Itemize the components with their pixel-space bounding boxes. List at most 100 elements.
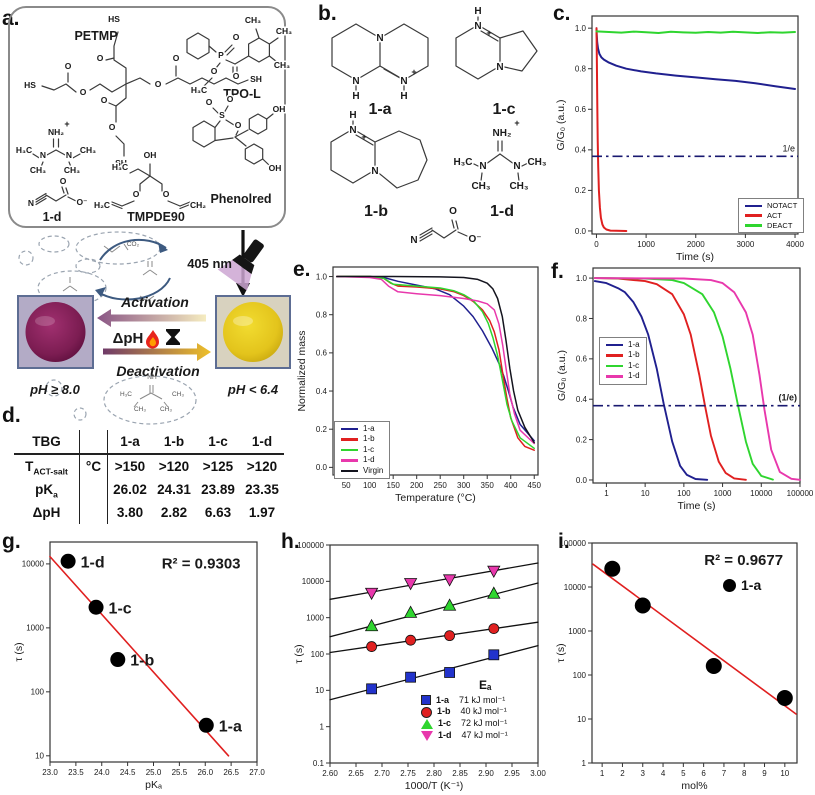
svg-text:1000: 1000	[26, 624, 44, 633]
svg-text:G/G₀ (a.u.): G/G₀ (a.u.)	[555, 99, 567, 150]
svg-text:CO₂: CO₂	[127, 241, 140, 248]
line-swatch	[606, 344, 623, 347]
panel-e-legend: 1-a 1-b 1-c 1-d Virgin	[334, 421, 391, 479]
legend-entry: 1-d 47 kJ mol⁻¹	[421, 730, 508, 742]
svg-text:HS: HS	[108, 14, 120, 24]
legend-label: 1-a	[628, 340, 640, 349]
svg-text:O: O	[65, 61, 72, 71]
svg-text:1: 1	[320, 722, 325, 731]
svg-text:CH₃: CH₃	[509, 181, 528, 192]
svg-text:10: 10	[315, 686, 324, 695]
activation-arrow	[97, 309, 206, 327]
legend-value: 40 kJ mol⁻¹	[460, 706, 507, 717]
legend-value: 72 kJ mol⁻¹	[461, 717, 508, 728]
table-cell	[80, 430, 108, 455]
svg-text:+: +	[361, 132, 366, 142]
table-cell	[80, 478, 108, 501]
svg-text:24.0: 24.0	[94, 768, 110, 777]
svg-text:NH₂: NH₂	[48, 127, 64, 137]
svg-text:CH₃: CH₃	[80, 145, 96, 155]
svg-text:N: N	[474, 21, 481, 32]
table-cell: 26.02	[113, 482, 147, 497]
svg-text:10000: 10000	[302, 577, 325, 586]
svg-text:O: O	[155, 79, 162, 89]
svg-text:pH ≥ 8.0: pH ≥ 8.0	[29, 382, 81, 397]
svg-text:1-b: 1-b	[130, 653, 154, 670]
legend-entry: 1-a	[341, 424, 383, 434]
svg-text:0.2: 0.2	[575, 186, 587, 195]
svg-text:H: H	[474, 6, 481, 17]
svg-text:0.8: 0.8	[316, 311, 328, 320]
svg-text:1000: 1000	[714, 489, 732, 498]
panel-label-d: d.	[2, 404, 21, 427]
svg-text:O: O	[235, 120, 242, 130]
svg-text:O: O	[133, 189, 140, 199]
svg-text:N: N	[376, 33, 383, 44]
svg-text:25.0: 25.0	[146, 768, 162, 777]
svg-text:26.0: 26.0	[197, 768, 213, 777]
svg-text:1-b: 1-b	[364, 203, 388, 220]
svg-text:NH: NH	[147, 374, 157, 381]
svg-text:0.4: 0.4	[576, 395, 588, 404]
svg-text:HS: HS	[24, 80, 36, 90]
tri-down-swatch	[421, 730, 433, 741]
table-cell: 2.82	[160, 505, 188, 520]
svg-text:23.0: 23.0	[42, 768, 58, 777]
petmp-structure	[41, 31, 249, 157]
legend-label: NOTACT	[767, 201, 798, 210]
svg-text:10: 10	[35, 752, 44, 761]
svg-text:1/e: 1/e	[782, 143, 795, 153]
circle-swatch	[421, 706, 432, 718]
legend-entry: 1-c	[606, 361, 640, 371]
legend-value: 71 kJ mol⁻¹	[459, 694, 506, 705]
table-cell: TACT-salt	[14, 455, 80, 478]
tbg-properties-table: TBG 1-a 1-b 1-c 1-d TACT-salt °C >150 >120 >125 >1…	[14, 430, 284, 524]
legend-label: Virgin	[363, 465, 384, 475]
svg-text:CH₃: CH₃	[134, 406, 146, 413]
line-swatch	[745, 214, 762, 217]
svg-text:0.0: 0.0	[316, 463, 328, 472]
svg-text:S: S	[219, 110, 225, 120]
svg-text:100: 100	[363, 481, 377, 490]
svg-text:O: O	[109, 122, 116, 132]
svg-text:CH₃: CH₃	[64, 165, 80, 175]
table-cell: °C	[80, 455, 108, 478]
svg-text:Time (s): Time (s)	[676, 251, 714, 263]
svg-text:N: N	[410, 235, 417, 246]
svg-text:0.6: 0.6	[576, 355, 588, 364]
svg-text:100: 100	[31, 688, 45, 697]
svg-text:9: 9	[762, 769, 767, 778]
svg-text:N: N	[371, 166, 378, 177]
table-cell: 23.35	[245, 482, 279, 497]
flashlight-icon	[217, 239, 264, 291]
relaxation-states-plot: 0 1000 2000 3000 4000 0.0 0.2 0.4 0.6 0.8 1.0 Time …	[555, 15, 804, 263]
legend-label: 1-b	[363, 434, 375, 444]
svg-text:Time (s): Time (s)	[677, 500, 715, 512]
svg-text:8: 8	[742, 769, 747, 778]
svg-text:2.80: 2.80	[426, 769, 442, 778]
panel-label-h: h.	[281, 530, 300, 553]
panel-i-legend: 1-a	[723, 576, 762, 595]
svg-text:1.0: 1.0	[575, 24, 587, 33]
table-cell: 6.63	[204, 505, 232, 520]
table-cell: 24.31	[157, 482, 191, 497]
panel-label-b: b.	[318, 2, 337, 25]
legend-entry: 1-a	[606, 340, 640, 350]
formulation-box	[8, 6, 286, 228]
svg-text:0.4: 0.4	[316, 387, 328, 396]
table-cell: >120	[158, 459, 190, 474]
legend-entry: 1-d	[606, 371, 640, 381]
svg-text:250: 250	[434, 481, 448, 490]
svg-text:τ (s): τ (s)	[555, 643, 567, 662]
svg-text:450: 450	[528, 481, 542, 490]
svg-text:0.8: 0.8	[576, 314, 588, 323]
svg-text:1-c: 1-c	[109, 600, 132, 617]
line-swatch	[341, 428, 358, 431]
svg-text:τ (s): τ (s)	[13, 642, 25, 661]
legend-label: 1-c	[628, 360, 640, 370]
svg-text:CH₃: CH₃	[527, 157, 546, 168]
svg-text:0: 0	[594, 240, 599, 249]
svg-text:pKₐ: pKₐ	[145, 779, 162, 791]
